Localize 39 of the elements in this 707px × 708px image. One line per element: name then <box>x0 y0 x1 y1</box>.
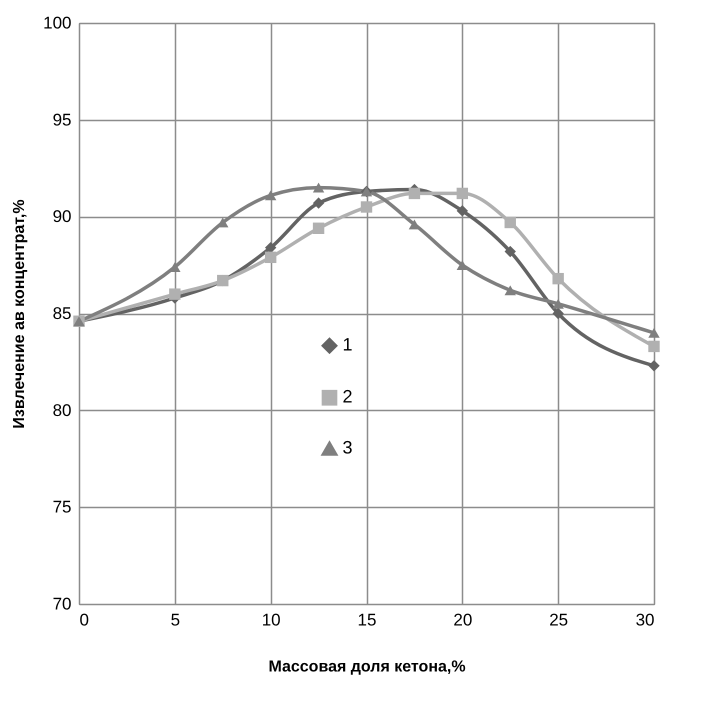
x-tick-label: 5 <box>170 610 180 630</box>
point <box>312 197 324 209</box>
point <box>456 188 468 200</box>
point <box>552 298 564 309</box>
legend-label: 3 <box>342 438 353 458</box>
point <box>264 252 276 264</box>
x-axis-title: Массовая доля кетона,% <box>268 658 466 676</box>
y-tick-label: 70 <box>52 594 72 614</box>
x-tick-label: 20 <box>453 610 472 630</box>
x-tick-label: 30 <box>636 610 654 630</box>
legend-label: 2 <box>342 386 353 407</box>
y-tick-label: 100 <box>43 14 72 32</box>
y-tick-label: 75 <box>52 498 72 517</box>
point <box>504 285 516 296</box>
point <box>360 201 372 213</box>
point <box>264 242 276 254</box>
y-tick-label: 95 <box>52 110 72 130</box>
point <box>264 190 276 200</box>
y-tick-label: 90 <box>52 207 72 226</box>
y-tick-label: 85 <box>52 304 72 323</box>
point <box>312 182 324 193</box>
legend-label: 1 <box>342 334 353 355</box>
point <box>169 288 181 300</box>
x-tick-label: 25 <box>549 610 568 630</box>
x-tick-label: 15 <box>358 610 376 630</box>
point <box>504 246 516 258</box>
point <box>312 222 324 234</box>
point <box>552 308 564 320</box>
point <box>648 340 660 352</box>
y-axis-title: Извлечение ав концентрат,% <box>11 199 28 429</box>
point <box>552 272 564 284</box>
point <box>648 360 660 372</box>
x-tick-label: 10 <box>262 610 281 630</box>
point <box>504 216 516 228</box>
x-tick-label: 0 <box>80 610 89 630</box>
point <box>456 205 468 217</box>
point <box>648 328 660 338</box>
point <box>408 188 420 200</box>
y-tick-label: 80 <box>52 400 72 420</box>
